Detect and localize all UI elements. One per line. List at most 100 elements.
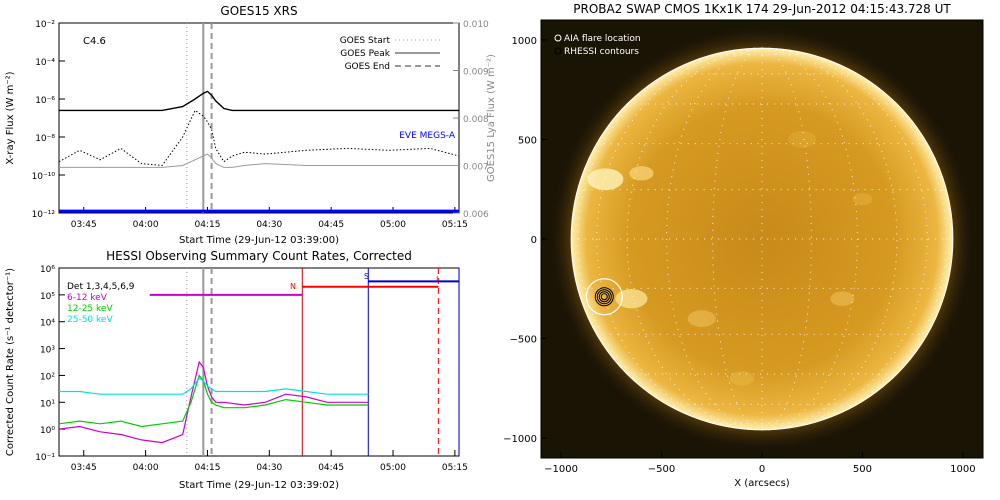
rhessi-contour	[598, 291, 610, 303]
goes-y-tick-label: 10⁻⁸	[35, 134, 55, 144]
hessi-y-tick-label: 10⁻¹	[35, 453, 55, 463]
goes-y-tick-label: 10⁻⁴	[35, 58, 55, 68]
goes-y-tick-label: 10⁻¹⁰	[32, 172, 56, 182]
goes-legend-peak: GOES Peak	[340, 49, 390, 59]
swap-x-tick-label: 500	[853, 464, 872, 475]
grid-longitude	[577, 47, 763, 431]
hessi-x-tick-label: 04:45	[318, 463, 344, 473]
rhessi-contour	[596, 289, 612, 305]
hessi-y-tick-label: 10¹	[40, 399, 55, 409]
swap-legend: AIA flare location RHESSI contours	[554, 34, 641, 57]
swap-y-tick-label: 1000	[512, 36, 537, 47]
hessi-legend-6-12: 6-12 keV	[67, 293, 108, 303]
goes-event-lines	[186, 23, 213, 213]
swap-x-label: X (arcsecs)	[734, 478, 790, 489]
active-region	[687, 310, 716, 328]
goes-x-tick-label: 04:00	[133, 220, 159, 230]
active-region	[615, 289, 648, 309]
goes-y2-ticks: 0.010 0.009 0.008 0.007 0.006	[453, 20, 489, 220]
goes-x-tick-label: 05:00	[380, 220, 406, 230]
goes-series-lya	[59, 109, 459, 167]
hessi-x-tick-label: 05:15	[442, 463, 468, 473]
active-region	[729, 371, 754, 386]
swap-title: PROBA2 SWAP CMOS 1Kx1K 174 29-Jun-2012 0…	[573, 2, 951, 16]
goes-y2-tick-label: 0.009	[463, 68, 489, 78]
hessi-flag-last-label: I	[436, 275, 438, 284]
goes-y-tick-label: 10⁻¹²	[32, 210, 56, 220]
goes-x-tick-label: 03:45	[71, 220, 97, 230]
hessi-series-12-25-kev	[59, 374, 369, 428]
swap-sun-image	[548, 25, 976, 453]
hessi-legend-detectors: Det 1,3,4,5,6,9	[67, 282, 135, 292]
hessi-event-lines	[186, 268, 459, 456]
hessi-x-tick-label: 04:30	[256, 463, 282, 473]
hessi-y-tick-label: 10⁰	[40, 426, 55, 436]
hessi-x-ticks: 03:45 04:00 04:15 04:30 04:45 05:00 05:15	[71, 450, 468, 473]
swap-legend-rhessi: RHESSI contours	[564, 47, 639, 57]
active-region	[587, 168, 624, 191]
aia-location-symbol	[554, 34, 562, 42]
goes-y-tick-label: 10⁻⁶	[35, 96, 55, 106]
aia-flare-location-circle	[585, 278, 623, 316]
goes-y2-tick-label: 0.008	[463, 115, 489, 125]
hessi-y-tick-label: 10³	[40, 346, 55, 356]
swap-x-ticks: −1000 −500 0 500 1000	[544, 452, 976, 475]
swap-x-tick-label: 1000	[950, 464, 975, 475]
hessi-y-tick-label: 10⁵	[40, 292, 55, 302]
goes-series-long	[59, 90, 459, 112]
sun-active-regions	[587, 131, 873, 386]
active-region	[629, 166, 654, 181]
goes-panel: GOES15 XRS 10⁻² 10⁻⁴ 10⁻⁶ 10⁻⁸ 10⁻¹⁰ 10⁻¹² 0.…	[5, 4, 497, 246]
grid-longitude	[761, 47, 947, 431]
goes-x-label: Start Time (29-Jun-12 03:39:00)	[179, 235, 339, 246]
hessi-y-ticks: 10⁶ 10⁵ 10⁴ 10³ 10² 10¹ 10⁰ 10⁻¹	[35, 265, 65, 463]
hessi-series-lines	[59, 360, 369, 444]
goes-legend-end: GOES End	[345, 62, 390, 72]
swap-legend-aia: AIA flare location	[564, 34, 641, 44]
goes-legend-start: GOES Start	[340, 36, 391, 46]
goes-y2-label: GOES15 Lya Flux (W m⁻²)	[486, 54, 497, 182]
hessi-flag-saa-label: S	[364, 272, 369, 281]
hessi-title: HESSI Observing Summary Count Rates, Cor…	[106, 249, 412, 263]
goes-y-tick-label: 10⁻²	[35, 20, 55, 30]
swap-y-ticks: 1000 500 0 −500 −1000	[503, 36, 547, 445]
hessi-series-25-50-kev	[59, 377, 369, 395]
goes-y-label: X-ray Flux (W m⁻²)	[5, 71, 16, 164]
active-region	[788, 131, 817, 148]
goes-plot-frame	[58, 22, 460, 214]
sun-limb	[570, 47, 954, 431]
hessi-x-tick-label: 04:15	[194, 463, 220, 473]
swap-y-tick-label: −500	[510, 335, 537, 346]
hessi-legend-12-25: 12-25 keV	[67, 304, 113, 314]
hessi-y-label: Corrected Count Rate (s⁻¹ detector⁻¹)	[5, 268, 16, 456]
active-region	[830, 291, 855, 306]
goes-x-ticks: 03:45 04:00 04:15 04:30 04:45 05:00 05:15	[71, 207, 468, 230]
rhessi-contour	[600, 293, 608, 301]
swap-x-tick-label: −500	[648, 464, 675, 475]
goes-legend: GOES Start GOES Peak GOES End	[340, 36, 440, 72]
hessi-flag-night-label: N	[290, 282, 296, 291]
hessi-plot-frame	[58, 267, 460, 457]
swap-y-tick-label: 500	[518, 135, 537, 146]
hessi-legend: Det 1,3,4,5,6,9 6-12 keV 12-25 keV 25-50…	[67, 282, 135, 325]
hessi-series-6-12-kev	[59, 360, 369, 444]
hessi-x-tick-label: 04:00	[133, 463, 159, 473]
goes-title: GOES15 XRS	[220, 4, 297, 18]
goes-y-ticks: 10⁻² 10⁻⁴ 10⁻⁶ 10⁻⁸ 10⁻¹⁰ 10⁻¹²	[32, 20, 65, 220]
rhessi-contour-symbol	[554, 47, 562, 55]
swap-x-tick-label: −1000	[544, 464, 578, 475]
goes-series-lines	[59, 90, 459, 213]
sun-disk	[571, 48, 953, 430]
hessi-y-tick-label: 10⁶	[40, 265, 55, 275]
swap-x-tick-label: 0	[759, 464, 765, 475]
hessi-flag-segments	[149, 280, 459, 296]
swap-panel: PROBA2 SWAP CMOS 1Kx1K 174 29-Jun-2012 0…	[503, 2, 984, 489]
hessi-panel: HESSI Observing Summary Count Rates, Cor…	[5, 249, 468, 491]
goes-x-tick-label: 04:30	[256, 220, 282, 230]
goes-series-short	[59, 153, 459, 168]
goes-x-tick-label: 05:15	[442, 220, 468, 230]
goes-x-tick-label: 04:15	[194, 220, 220, 230]
goes-y2-tick-label: 0.007	[463, 163, 489, 173]
swap-y-tick-label: 0	[531, 235, 537, 246]
